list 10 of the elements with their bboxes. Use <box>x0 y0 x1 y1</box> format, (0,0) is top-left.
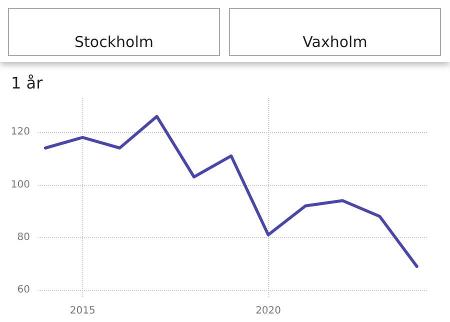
line-series <box>44 114 418 268</box>
x-tick-label: 2020 <box>256 306 282 316</box>
y-tick-label: 120 <box>10 126 30 138</box>
y-tick-label: 100 <box>10 179 30 190</box>
chart-title: 1 år <box>11 74 44 92</box>
slicer-button: Stockholm <box>8 8 220 56</box>
slicer-button: Vaxholm <box>229 8 441 56</box>
x-tick-label: 2015 <box>70 306 96 316</box>
y-tick-label: 80 <box>17 232 30 243</box>
y-tick-label: 60 <box>17 284 30 296</box>
